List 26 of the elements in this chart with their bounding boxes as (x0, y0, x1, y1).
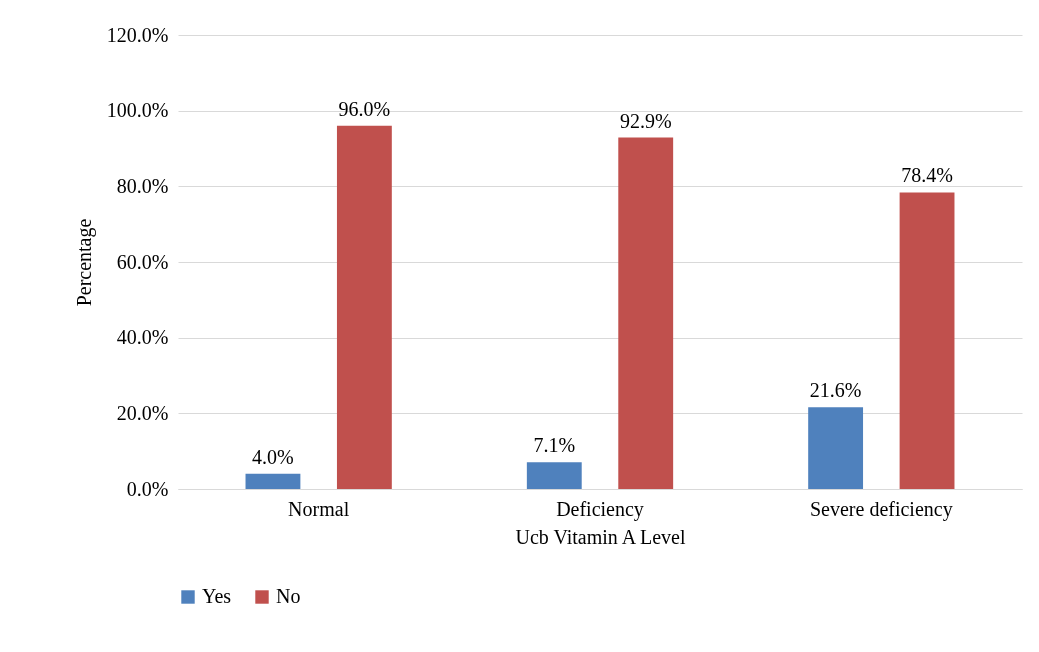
data-label: 96.0% (338, 97, 391, 120)
y-tick-label: 20.0% (116, 401, 169, 424)
x-tick-label: Deficiency (556, 497, 644, 521)
data-label: 78.4% (901, 164, 953, 187)
bar (526, 462, 582, 489)
y-tick-label: 0.0% (126, 477, 169, 500)
data-label: 92.9% (619, 109, 672, 132)
x-tick-label: Severe deficiency (809, 497, 953, 521)
legend-label: No (276, 585, 301, 607)
y-tick-label: 60.0% (116, 250, 169, 273)
x-tick-label: Normal (288, 497, 350, 520)
bar (336, 125, 392, 489)
bar (245, 473, 301, 489)
data-label: 7.1% (533, 434, 576, 457)
y-axis-title: Percentage (72, 218, 96, 307)
x-axis-title: Ucb Vitamin A Level (515, 525, 686, 548)
bar (618, 137, 674, 489)
bar (899, 192, 955, 489)
bar (808, 407, 864, 489)
y-tick-label: 80.0% (116, 174, 169, 197)
y-tick-label: 40.0% (116, 326, 169, 349)
data-label: 4.0% (252, 445, 294, 468)
data-label: 21.6% (809, 379, 862, 402)
legend-label: Yes (202, 585, 232, 607)
y-tick-label: 100.0% (106, 99, 169, 122)
y-tick-label: 120.0% (106, 23, 169, 46)
